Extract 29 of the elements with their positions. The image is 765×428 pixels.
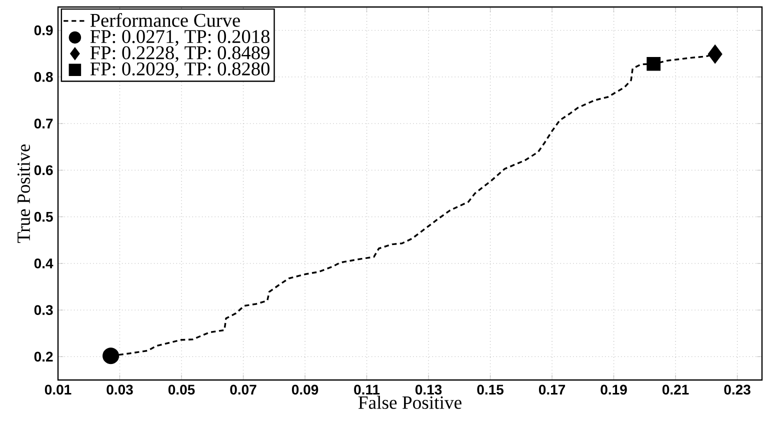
- x-tick-label: 0.09: [292, 384, 318, 395]
- x-tick-label: 0.07: [230, 384, 256, 395]
- y-tick-label: 0.9: [34, 25, 53, 36]
- point: [646, 56, 661, 71]
- x-tick-label: 0.21: [662, 384, 689, 395]
- legend-label: FP: 0.2228, TP: 0.8489: [90, 46, 270, 62]
- y-tick-label: 0.5: [34, 212, 53, 222]
- y-axis-title: True Positive: [17, 144, 30, 243]
- x-tick-label: 0.05: [168, 384, 195, 395]
- x-tick-label: 0.03: [106, 384, 133, 395]
- legend-label: Performance Curve: [90, 13, 240, 27]
- x-tick-label: 0.11: [354, 384, 380, 395]
- x-tick-label: 0.17: [538, 384, 566, 395]
- point: [708, 44, 722, 64]
- legend-label: FP: 0.2029, TP: 0.8280: [90, 62, 270, 78]
- y-tick-label: 0.6: [34, 165, 53, 176]
- y-tick-label: 0.4: [34, 258, 54, 268]
- x-tick-label: 0.23: [724, 384, 750, 395]
- y-tick-label: 0.3: [34, 305, 53, 316]
- x-tick-label: 0.15: [477, 384, 504, 395]
- y-tick-label: 0.8: [34, 72, 53, 82]
- x-tick-label: 0.01: [44, 384, 72, 395]
- point: [102, 348, 120, 364]
- x-tick-label: 0.13: [415, 384, 442, 395]
- y-tick-label: 0.7: [34, 118, 53, 129]
- y-tick-label: 0.2: [34, 352, 53, 362]
- x-tick-label: 0.19: [600, 384, 627, 395]
- x-axis-title: False Positive: [358, 396, 462, 409]
- legend-label: FP: 0.0271, TP: 0.2018: [90, 30, 270, 46]
